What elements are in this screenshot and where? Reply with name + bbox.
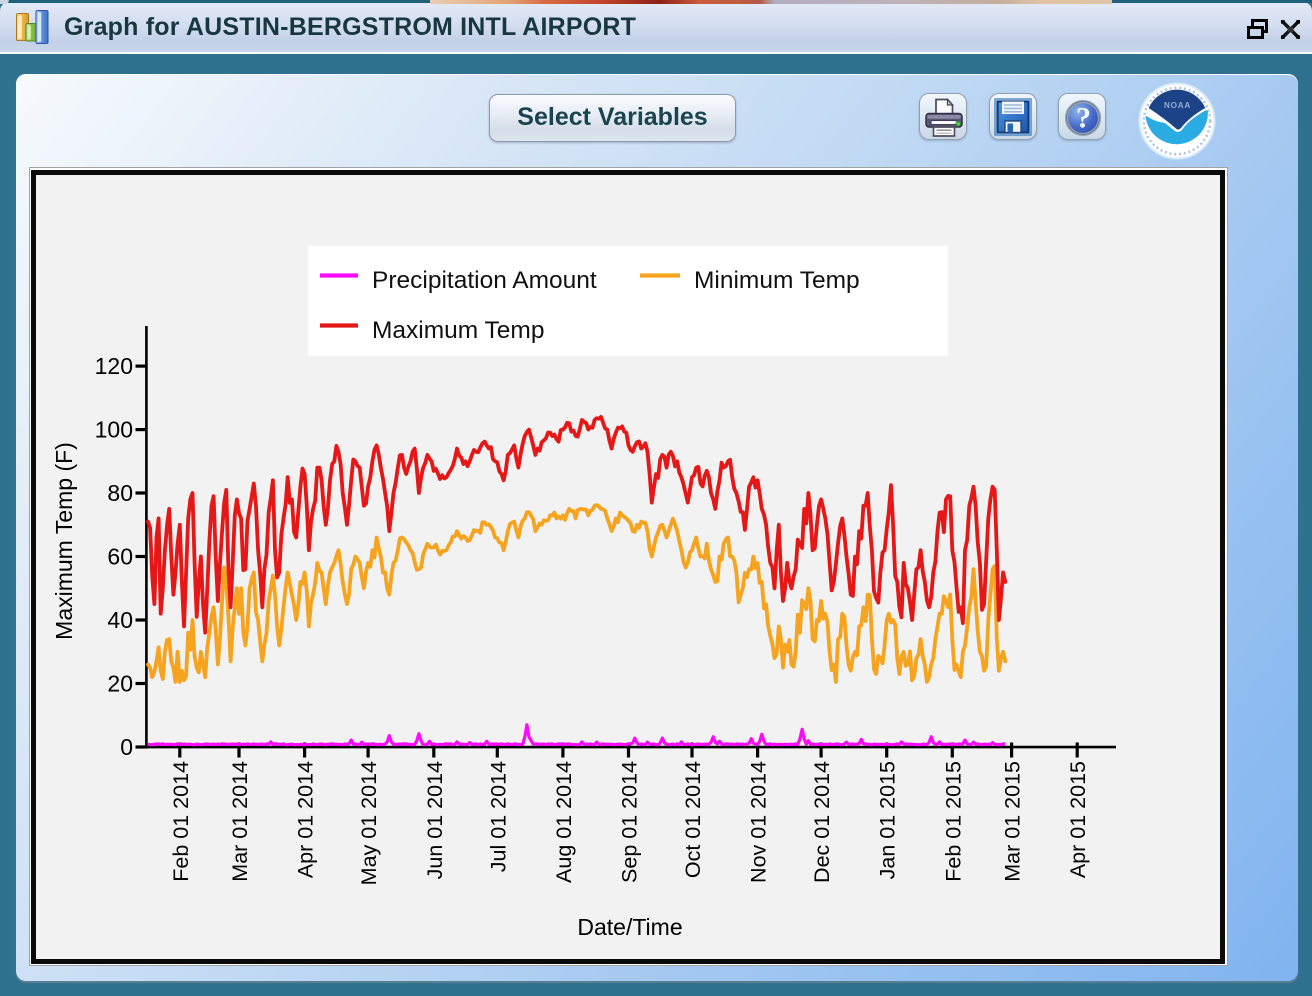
- svg-text:40: 40: [107, 607, 133, 633]
- svg-text:Apr 01 2015: Apr 01 2015: [1066, 760, 1090, 877]
- svg-text:Maximum Temp: Maximum Temp: [372, 317, 544, 344]
- svg-text:May 01 2014: May 01 2014: [357, 760, 381, 884]
- svg-text:Oct 01 2014: Oct 01 2014: [681, 760, 705, 877]
- svg-text:Aug 01 2014: Aug 01 2014: [552, 760, 576, 882]
- svg-text:Jan 01 2015: Jan 01 2015: [876, 760, 900, 878]
- svg-text:Feb 01 2014: Feb 01 2014: [169, 760, 193, 881]
- svg-text:120: 120: [95, 353, 133, 379]
- svg-text:Feb 01 2015: Feb 01 2015: [941, 760, 965, 881]
- svg-text:Dec 01 2014: Dec 01 2014: [810, 760, 834, 882]
- svg-text:80: 80: [107, 480, 133, 506]
- svg-text:20: 20: [107, 670, 133, 696]
- svg-text:Mar 01 2014: Mar 01 2014: [228, 760, 252, 881]
- svg-text:Nov 01 2014: Nov 01 2014: [747, 760, 771, 882]
- svg-text:Apr 01 2014: Apr 01 2014: [294, 760, 318, 877]
- svg-text:0: 0: [120, 734, 133, 760]
- svg-text:Mar 01 2015: Mar 01 2015: [1001, 760, 1025, 881]
- svg-text:Date/Time: Date/Time: [577, 914, 682, 940]
- svg-text:Precipitation Amount: Precipitation Amount: [372, 267, 597, 294]
- svg-text:Jun 01 2014: Jun 01 2014: [423, 760, 447, 878]
- svg-text:Sep 01 2014: Sep 01 2014: [618, 760, 642, 882]
- svg-text:60: 60: [107, 543, 133, 569]
- svg-text:Minimum Temp: Minimum Temp: [694, 267, 860, 294]
- svg-text:?: ?: [1076, 102, 1091, 135]
- svg-text:Jul 01 2014: Jul 01 2014: [486, 760, 510, 871]
- svg-text:100: 100: [95, 416, 133, 442]
- svg-text:NOAA: NOAA: [1164, 101, 1191, 110]
- svg-text:Maximum Temp (F): Maximum Temp (F): [51, 442, 77, 640]
